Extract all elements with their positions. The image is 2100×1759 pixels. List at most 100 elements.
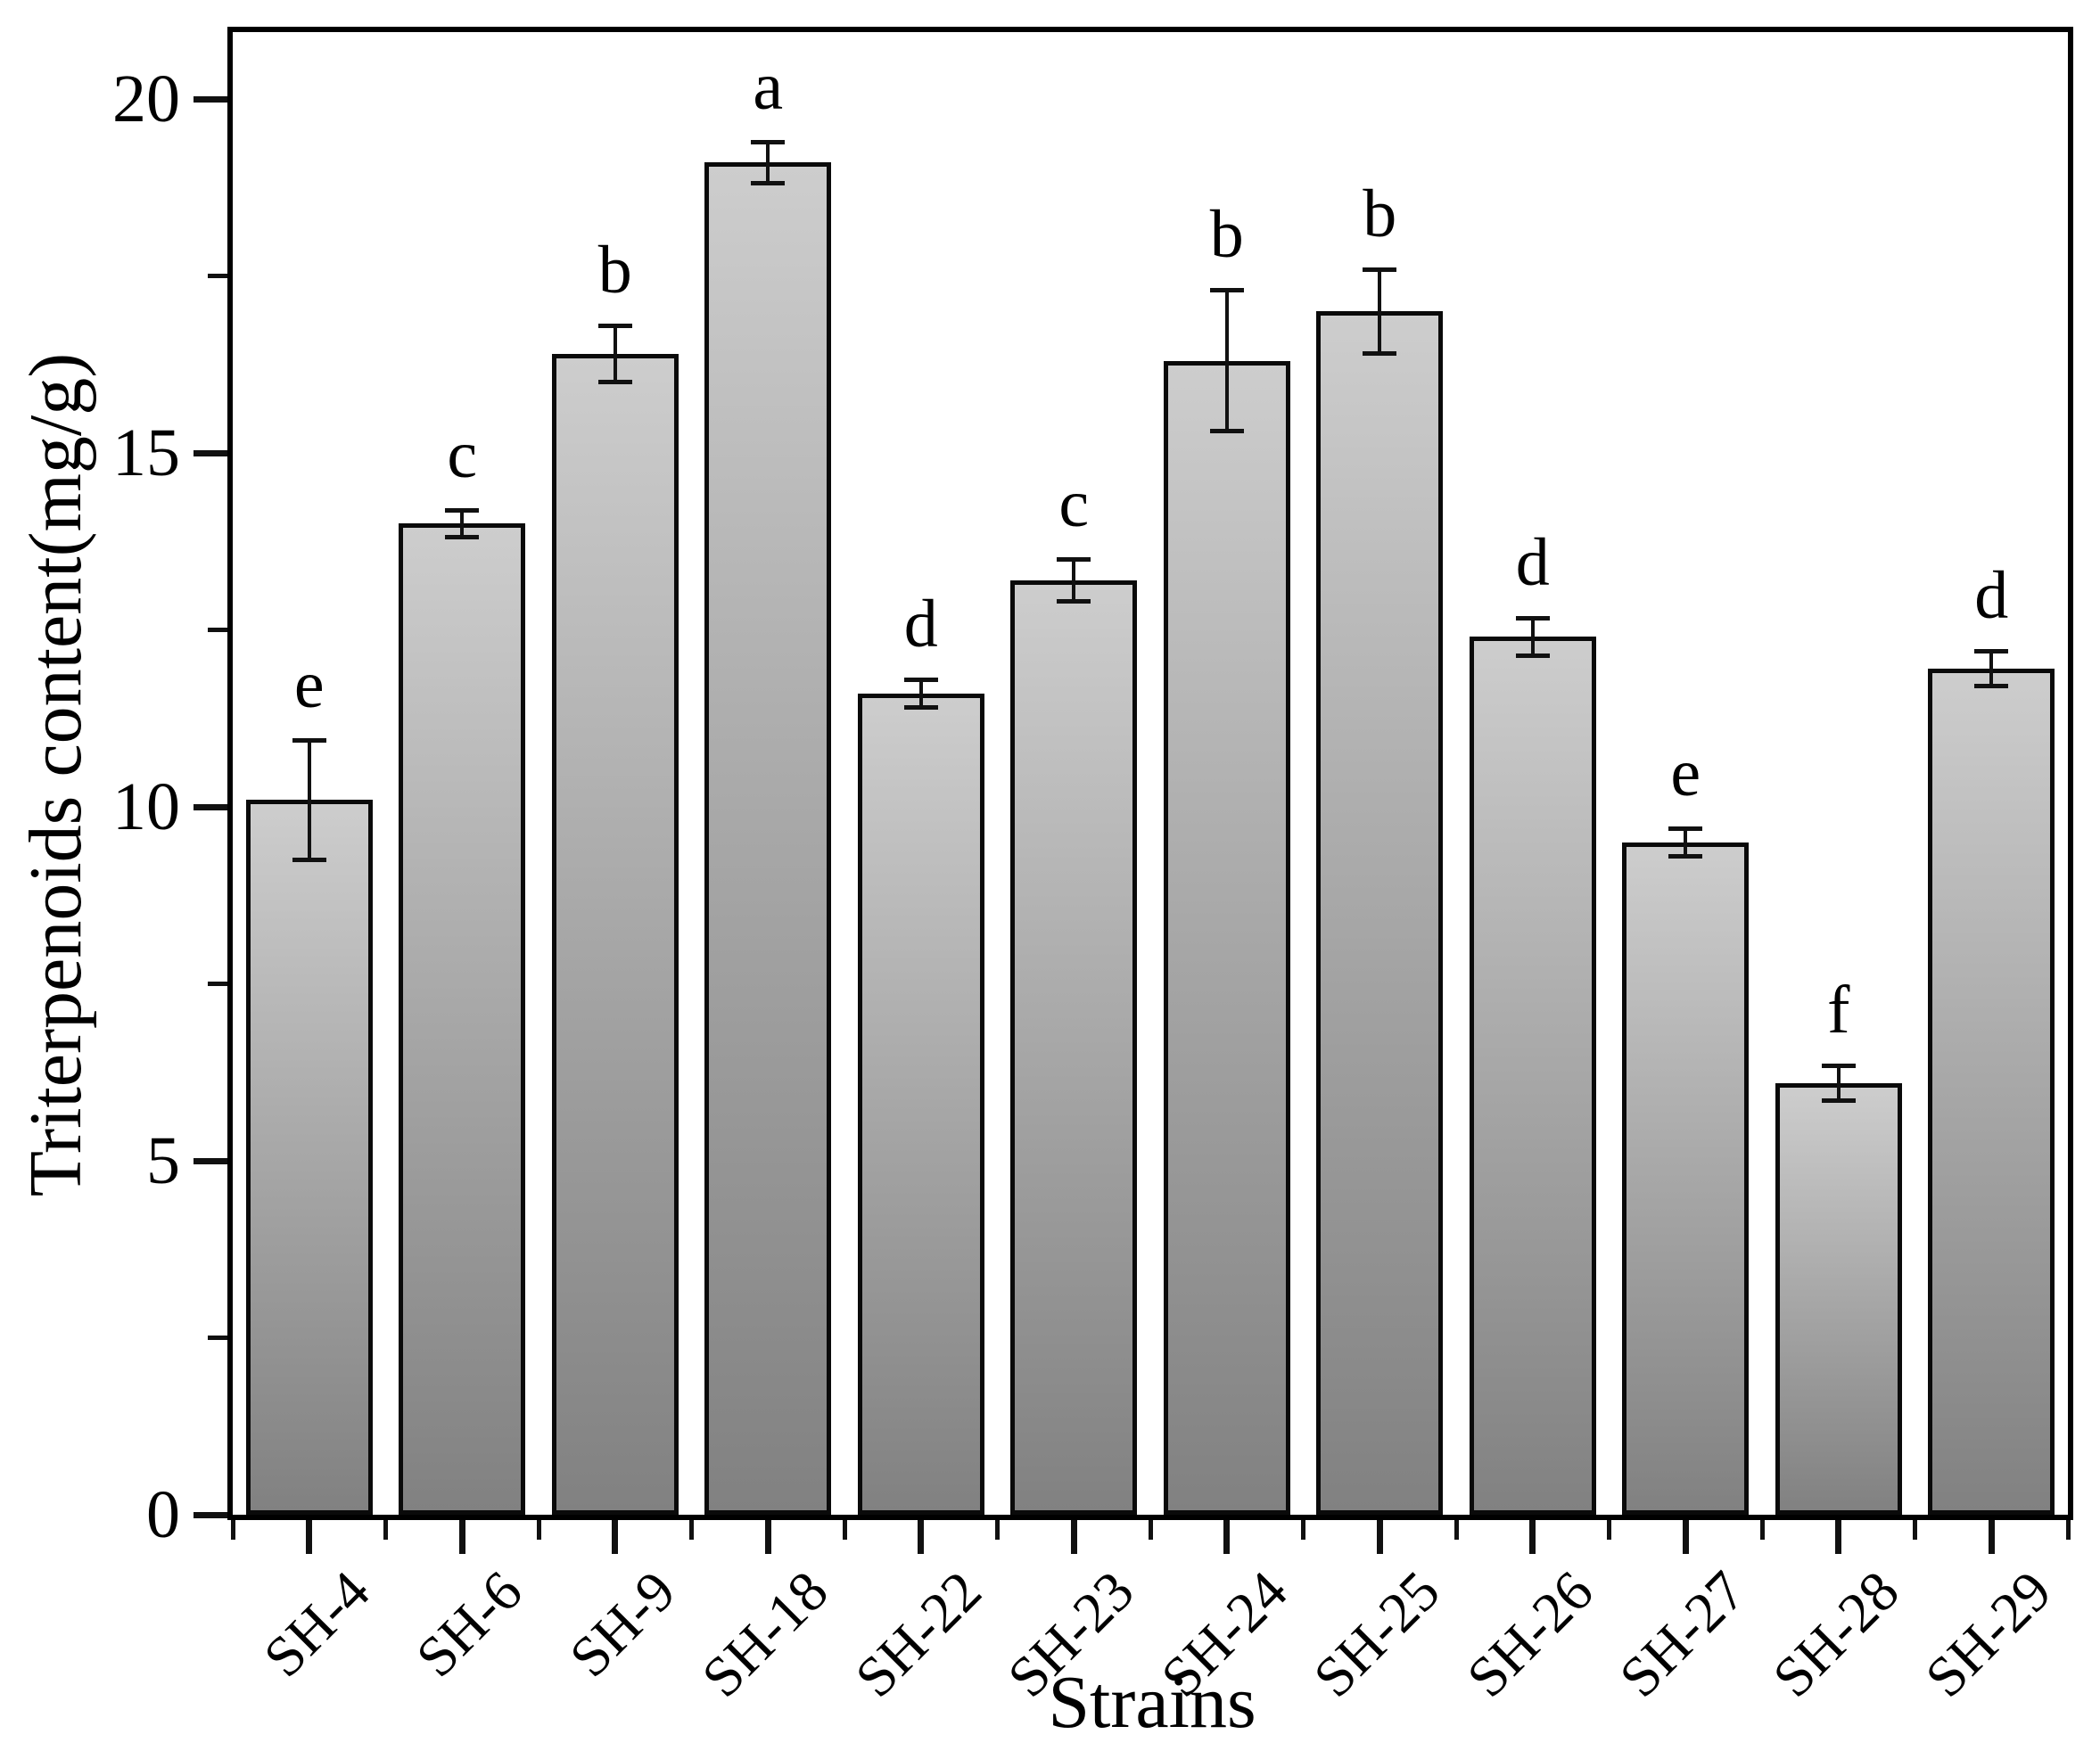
significance-letter: d bbox=[903, 587, 938, 662]
bar bbox=[1010, 579, 1138, 1515]
x-minor-tick bbox=[536, 1520, 541, 1540]
y-major-tick bbox=[194, 1157, 227, 1164]
error-bar-bottom-cap bbox=[1821, 1097, 1856, 1103]
significance-letter: d bbox=[1974, 558, 2009, 634]
bar bbox=[551, 353, 679, 1515]
x-minor-tick bbox=[230, 1520, 235, 1540]
x-minor-tick bbox=[1454, 1520, 1459, 1540]
error-bar-top-cap bbox=[1668, 826, 1703, 831]
x-major-tick bbox=[918, 1520, 925, 1554]
error-bar-bottom-cap bbox=[1974, 684, 2009, 689]
bar bbox=[1469, 637, 1596, 1515]
error-bar-bottom-cap bbox=[903, 704, 938, 710]
error-bar-bottom-cap bbox=[1668, 853, 1703, 859]
y-major-tick bbox=[194, 1511, 227, 1518]
error-bar-line bbox=[1530, 618, 1535, 656]
bar bbox=[1316, 311, 1444, 1515]
significance-letter: c bbox=[447, 416, 478, 492]
error-bar-top-cap bbox=[1974, 649, 2009, 654]
x-major-tick bbox=[1070, 1520, 1077, 1554]
x-minor-tick bbox=[1759, 1520, 1765, 1540]
error-bar-bottom-cap bbox=[597, 379, 632, 384]
y-minor-tick bbox=[208, 628, 227, 632]
error-bar-line bbox=[1684, 827, 1688, 857]
error-bar-bottom-cap bbox=[445, 535, 480, 540]
x-major-tick bbox=[1223, 1520, 1231, 1554]
error-bar-line bbox=[1072, 559, 1076, 602]
error-bar-top-cap bbox=[1057, 557, 1091, 563]
x-major-tick bbox=[1682, 1520, 1689, 1554]
x-major-tick bbox=[612, 1520, 619, 1554]
bar bbox=[245, 800, 373, 1515]
x-major-tick bbox=[306, 1520, 313, 1554]
significance-letter: c bbox=[1058, 466, 1090, 542]
error-bar-bottom-cap bbox=[292, 857, 326, 862]
error-bar-bottom-cap bbox=[1209, 429, 1244, 434]
x-minor-tick bbox=[383, 1520, 388, 1540]
error-bar-bottom-cap bbox=[1363, 350, 1397, 356]
error-bar-line bbox=[1836, 1064, 1841, 1101]
error-bar-line bbox=[613, 325, 617, 382]
x-minor-tick bbox=[2065, 1520, 2071, 1540]
error-bar-top-cap bbox=[597, 324, 632, 329]
error-bar-top-cap bbox=[1515, 616, 1550, 621]
y-minor-tick bbox=[208, 1336, 227, 1340]
y-tick-label: 10 bbox=[112, 769, 180, 844]
y-minor-tick bbox=[208, 274, 227, 278]
x-minor-tick bbox=[995, 1520, 1000, 1540]
y-minor-tick bbox=[208, 982, 227, 986]
x-minor-tick bbox=[1607, 1520, 1611, 1540]
error-bar-top-cap bbox=[445, 507, 480, 513]
significance-letter: e bbox=[293, 646, 325, 722]
y-major-tick bbox=[194, 803, 227, 810]
error-bar-line bbox=[1378, 268, 1382, 354]
error-bar-bottom-cap bbox=[1057, 598, 1091, 604]
bar bbox=[857, 693, 984, 1515]
error-bar-top-cap bbox=[751, 139, 786, 144]
significance-letter: b bbox=[1363, 176, 1397, 251]
x-minor-tick bbox=[1148, 1520, 1153, 1540]
y-major-tick bbox=[194, 449, 227, 456]
x-major-tick bbox=[1835, 1520, 1842, 1554]
error-bar-top-cap bbox=[292, 737, 326, 743]
error-bar-line bbox=[307, 739, 311, 860]
error-bar-line bbox=[766, 141, 770, 185]
error-bar-line bbox=[1989, 651, 1994, 686]
x-major-tick bbox=[1988, 1520, 1995, 1554]
significance-letter: b bbox=[1209, 197, 1244, 273]
significance-letter: f bbox=[1827, 972, 1850, 1048]
bar bbox=[399, 523, 526, 1515]
x-major-tick bbox=[764, 1520, 771, 1554]
error-bar-top-cap bbox=[1363, 267, 1397, 272]
significance-letter: d bbox=[1515, 525, 1550, 600]
y-tick-label: 5 bbox=[146, 1123, 180, 1198]
error-bar-top-cap bbox=[903, 678, 938, 683]
x-minor-tick bbox=[1301, 1520, 1305, 1540]
bar bbox=[704, 162, 832, 1515]
error-bar-bottom-cap bbox=[1515, 653, 1550, 658]
significance-letter: a bbox=[753, 48, 784, 124]
y-tick-label: 20 bbox=[112, 62, 180, 136]
y-tick-label: 0 bbox=[146, 1477, 180, 1552]
x-major-tick bbox=[1376, 1520, 1383, 1554]
x-minor-tick bbox=[1913, 1520, 1917, 1540]
x-minor-tick bbox=[689, 1520, 694, 1540]
error-bar-line bbox=[460, 509, 465, 538]
bar bbox=[1163, 360, 1290, 1515]
x-major-tick bbox=[1529, 1520, 1536, 1554]
significance-letter: b bbox=[597, 233, 632, 308]
plot-area bbox=[227, 27, 2073, 1520]
error-bar-top-cap bbox=[1209, 288, 1244, 293]
bar bbox=[1775, 1082, 1902, 1515]
x-major-tick bbox=[458, 1520, 465, 1554]
significance-letter: e bbox=[1670, 735, 1701, 810]
error-bar-top-cap bbox=[1821, 1063, 1856, 1068]
y-tick-label: 15 bbox=[112, 415, 180, 490]
error-bar-line bbox=[1224, 290, 1229, 432]
error-bar-bottom-cap bbox=[751, 181, 786, 186]
bar bbox=[1622, 842, 1750, 1515]
error-bar-line bbox=[918, 679, 923, 708]
bar bbox=[1928, 669, 2055, 1515]
x-axis-title: Strains bbox=[1048, 1661, 1256, 1744]
